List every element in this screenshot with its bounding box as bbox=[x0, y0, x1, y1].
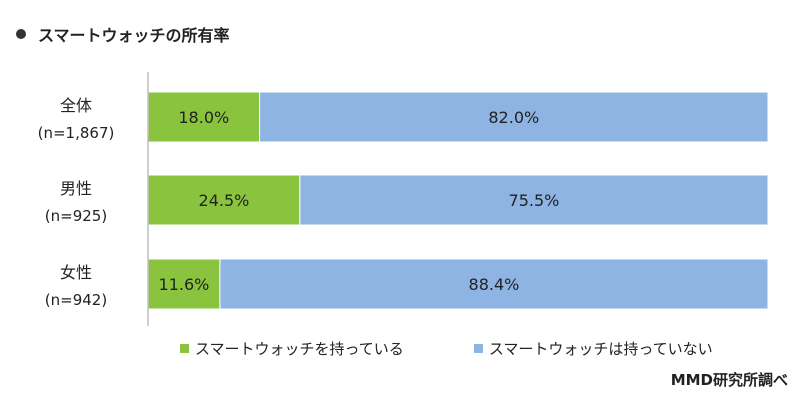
bar-own bbox=[147, 174, 301, 226]
category-label: 男性 bbox=[60, 179, 92, 198]
legend-swatch-not-own bbox=[473, 344, 483, 353]
legend-item-not-own: スマートウォッチは持っていない bbox=[473, 338, 713, 359]
category-n-label: (n=925) bbox=[45, 207, 107, 225]
source-note: MMD研究所調べ bbox=[670, 371, 788, 389]
bar-not-own bbox=[219, 258, 769, 310]
category-label: 全体 bbox=[60, 96, 92, 115]
bar-own bbox=[147, 91, 261, 143]
data-label: 75.5% bbox=[509, 191, 560, 210]
chart-legend: スマートウォッチを持っている スマートウォッチは持っていない bbox=[180, 338, 783, 359]
bar-not-own bbox=[259, 91, 769, 143]
legend-label-own: スマートウォッチを持っている bbox=[195, 340, 404, 358]
data-label: 88.4% bbox=[469, 275, 520, 294]
data-label: 24.5% bbox=[199, 191, 250, 210]
data-label: 11.6% bbox=[159, 275, 210, 294]
category-n-label: (n=1,867) bbox=[38, 124, 115, 142]
legend-item-own: スマートウォッチを持っている bbox=[180, 338, 404, 359]
category-label: 女性 bbox=[60, 263, 92, 282]
chart-title: スマートウォッチの所有率 bbox=[16, 22, 230, 46]
category-n-label: (n=942) bbox=[45, 291, 107, 309]
bar-not-own bbox=[299, 174, 769, 226]
legend-label-not-own: スマートウォッチは持っていない bbox=[488, 340, 713, 358]
data-label: 18.0% bbox=[178, 108, 229, 127]
data-label: 82.0% bbox=[488, 108, 539, 127]
bar-own bbox=[147, 258, 221, 310]
legend-swatch-own bbox=[180, 344, 189, 353]
chart-title-text: スマートウォッチの所有率 bbox=[38, 26, 230, 45]
bullet-icon bbox=[16, 29, 26, 39]
